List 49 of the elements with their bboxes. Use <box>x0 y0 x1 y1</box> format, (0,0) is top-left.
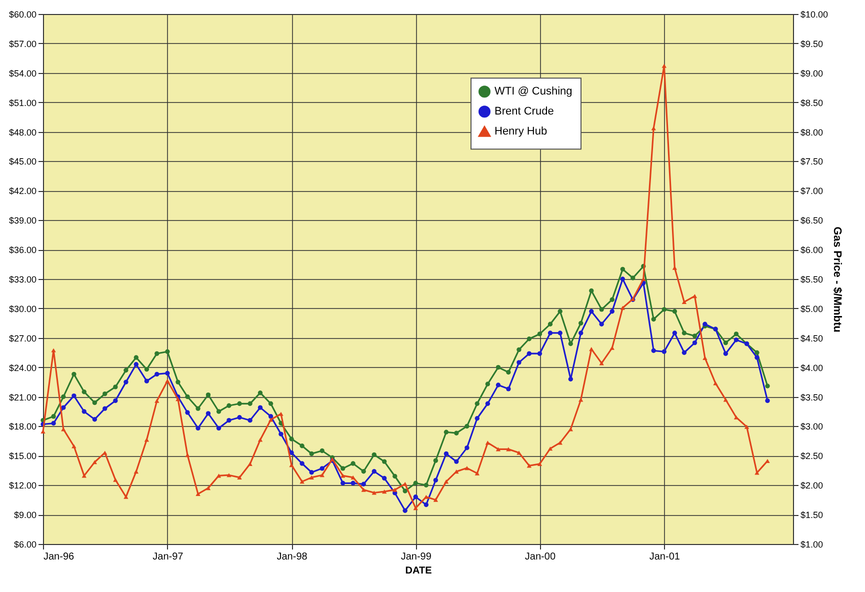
y-tick-label: $27.00 <box>8 333 36 344</box>
x-tick-label: Jan-96 <box>44 552 75 562</box>
x-tick-label: Jan-98 <box>276 552 308 562</box>
y2-tick-label: $1.50 <box>800 510 824 520</box>
y2-tick-label: $9.00 <box>800 68 824 78</box>
y2-tick-label: $7.00 <box>800 186 824 196</box>
y-tick-label: $48.00 <box>8 127 36 138</box>
y-tick-label: $51.00 <box>8 98 36 108</box>
x-tick-label: Jan-01 <box>649 552 680 562</box>
y-tick-label: $24.00 <box>8 362 36 373</box>
y2-tick-label: $8.00 <box>800 127 824 138</box>
y-tick-label: $57.00 <box>8 38 36 49</box>
y2-tick-label: $6.00 <box>800 245 824 256</box>
y-tick-label: $6.00 <box>14 540 36 550</box>
y2-axis-title: Gas Price - $/Mmbtu <box>831 226 844 332</box>
y-tick-label: $45.00 <box>8 156 36 167</box>
x-axis-title: DATE <box>405 566 432 576</box>
y2-tick-label: $4.50 <box>800 333 824 344</box>
y-tick-label: $12.00 <box>8 480 36 491</box>
y2-tick-label: $3.50 <box>800 392 824 402</box>
y2-tick-label: $1.00 <box>800 540 824 550</box>
legend-label: WTI @ Cushing <box>494 86 572 98</box>
y-tick-label: $30.00 <box>8 304 36 314</box>
y2-tick-label: $10.00 <box>800 10 828 20</box>
y-tick-label: $36.00 <box>8 245 36 256</box>
y2-tick-label: $9.50 <box>800 38 824 49</box>
y2-tick-label: $4.00 <box>800 362 824 373</box>
y-tick-label: $9.00 <box>14 510 36 520</box>
y2-tick-label: $3.00 <box>800 422 824 432</box>
y-tick-label: $21.00 <box>8 392 36 402</box>
y2-tick-label: $5.00 <box>800 304 824 314</box>
x-tick-label: Jan-00 <box>524 552 556 562</box>
y-tick-label: $18.00 <box>8 422 36 432</box>
legend-label: Henry Hub <box>494 126 548 138</box>
y2-tick-label: $2.00 <box>800 480 824 491</box>
y2-tick-label: $7.50 <box>800 156 824 167</box>
y-tick-label: $33.00 <box>8 274 36 284</box>
y2-tick-label: $6.50 <box>800 216 824 226</box>
y-tick-label: $60.00 <box>8 10 36 20</box>
y2-tick-label: $2.50 <box>800 451 824 462</box>
y-tick-label: $42.00 <box>8 186 36 196</box>
x-tick-label: Jan-99 <box>400 552 432 562</box>
y-tick-label: $15.00 <box>8 451 36 462</box>
y2-tick-label: $5.50 <box>800 274 824 284</box>
y-tick-label: $54.00 <box>8 68 36 78</box>
x-tick-label: Jan-97 <box>152 552 184 562</box>
y-tick-label: $39.00 <box>8 216 36 226</box>
y2-tick-label: $8.50 <box>800 98 824 108</box>
legend-label: Brent Crude <box>494 106 554 118</box>
